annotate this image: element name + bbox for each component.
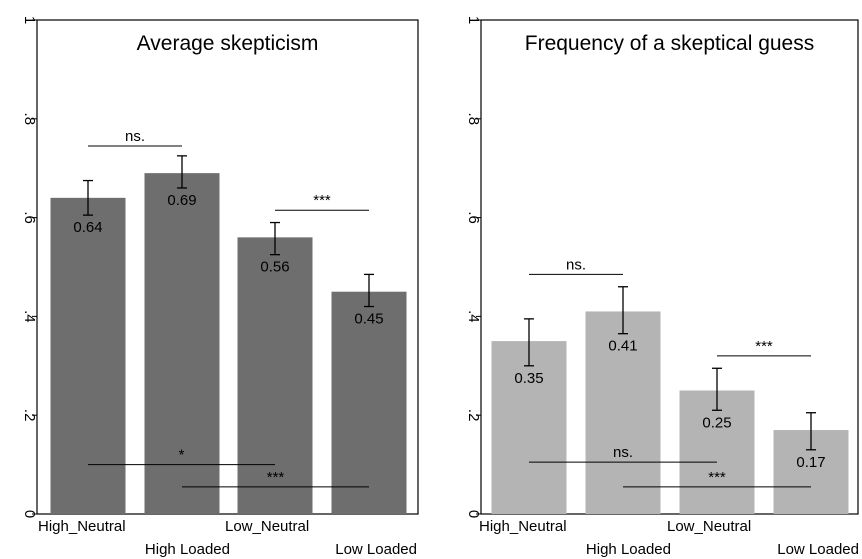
plot-frame bbox=[36, 19, 419, 515]
significance-label: *** bbox=[313, 192, 331, 209]
y-tick-label: .6 bbox=[465, 211, 482, 224]
significance-label: ns. bbox=[125, 128, 145, 145]
bar bbox=[585, 311, 661, 514]
chart-title: Average skepticism bbox=[137, 32, 319, 55]
significance-label: * bbox=[179, 447, 185, 464]
plot-frame bbox=[480, 19, 859, 515]
bar bbox=[331, 291, 407, 514]
significance-label: ns. bbox=[566, 256, 586, 273]
chart-title: Frequency of a skeptical guess bbox=[525, 32, 815, 55]
category-label: Low Loaded bbox=[777, 541, 859, 558]
y-tick-label: .4 bbox=[21, 310, 38, 323]
category-label: High_Neutral bbox=[479, 518, 567, 535]
bar bbox=[491, 341, 567, 514]
data-label: 0.69 bbox=[167, 192, 196, 209]
y-tick-label: 1 bbox=[21, 16, 38, 24]
significance-label: ns. bbox=[613, 444, 633, 461]
y-tick-label: .4 bbox=[465, 310, 482, 323]
y-tick-label: .2 bbox=[21, 409, 38, 422]
y-tick-label: .8 bbox=[465, 113, 482, 126]
data-label: 0.17 bbox=[796, 454, 825, 471]
bar bbox=[144, 173, 220, 514]
significance-label: *** bbox=[708, 469, 726, 486]
category-label: High_Neutral bbox=[38, 518, 126, 535]
y-tick-label: .2 bbox=[465, 409, 482, 422]
y-tick-label: 0 bbox=[21, 510, 38, 518]
category-label: High Loaded bbox=[145, 541, 230, 558]
data-label: 0.56 bbox=[260, 259, 289, 276]
significance-label: *** bbox=[755, 338, 773, 355]
data-label: 0.64 bbox=[73, 219, 102, 236]
data-label: 0.41 bbox=[608, 338, 637, 355]
panel-frequency-skeptical-guess: 0 .2 .4 .6 .8 1 Frequency of a skeptical guess… bbox=[465, 16, 859, 558]
bar bbox=[237, 237, 313, 515]
data-label: 0.25 bbox=[702, 414, 731, 431]
bar bbox=[679, 390, 755, 514]
category-label: High Loaded bbox=[586, 541, 671, 558]
panel-average-skepticism: 0 .2 .4 .6 .8 1 Average skepticism 0.64 High_Neu… bbox=[21, 16, 419, 558]
category-label: Low Loaded bbox=[335, 541, 417, 558]
category-label: Low_Neutral bbox=[667, 518, 751, 535]
y-tick-label: .8 bbox=[21, 113, 38, 126]
y-tick-label: .6 bbox=[21, 211, 38, 224]
bar bbox=[50, 197, 126, 514]
data-label: 0.45 bbox=[354, 311, 383, 328]
data-label: 0.35 bbox=[514, 370, 543, 387]
significance-label: *** bbox=[267, 469, 285, 486]
y-tick-label: 0 bbox=[465, 510, 482, 518]
y-tick-label: 1 bbox=[465, 16, 482, 24]
category-label: Low_Neutral bbox=[225, 518, 309, 535]
